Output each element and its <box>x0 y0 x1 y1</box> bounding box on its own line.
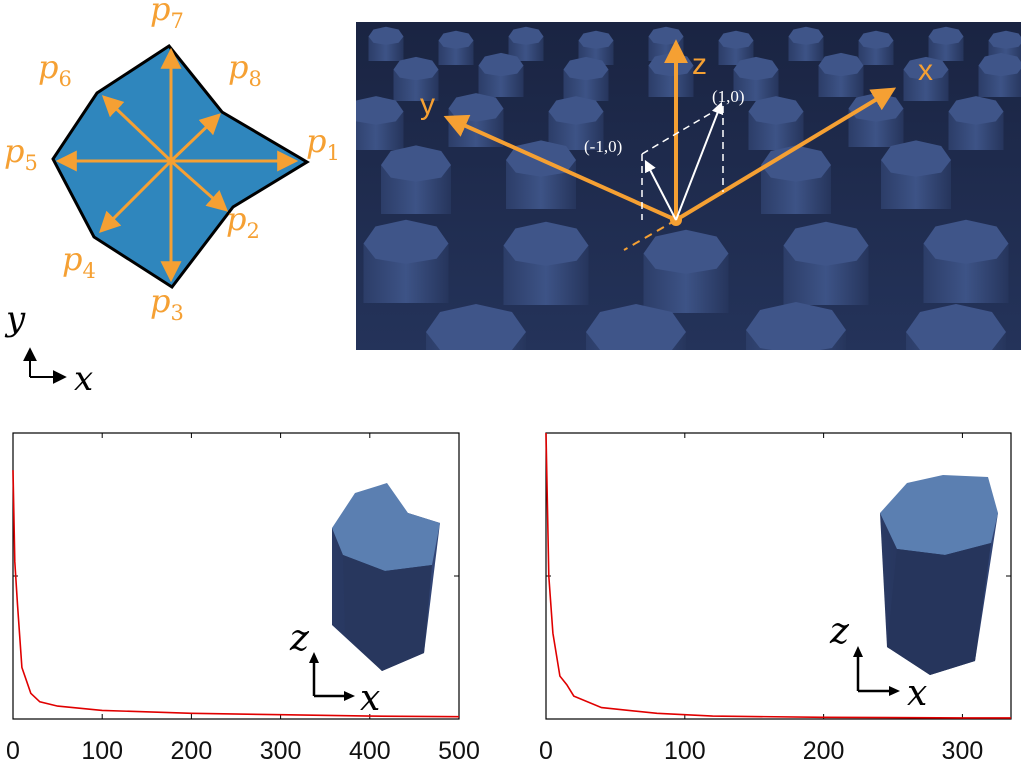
x-tick-label: 0 <box>539 737 553 765</box>
arrow-p2 <box>170 159 229 212</box>
arrow-p6 <box>101 95 173 163</box>
x-tick-label: 0 <box>6 737 20 765</box>
axis-label-z: z <box>692 48 707 81</box>
inset-label-z: z <box>829 611 850 652</box>
coord-label-pos: (1,0) <box>712 87 745 106</box>
label-p1: p1 <box>306 122 340 165</box>
x-tick-label: 100 <box>664 737 706 765</box>
polygon-diagram: p1 p2 p3 p4 p5 p6 p7 p8 y x <box>0 0 340 399</box>
arrow-p4 <box>99 159 173 233</box>
x-ticks: 0 100 200 300 <box>539 433 983 765</box>
scene-svg: z x y (1,0) (-1,0) <box>348 22 1023 402</box>
x-tick-label: 200 <box>803 737 845 765</box>
x-tick-label: 300 <box>942 737 984 765</box>
inset-label-x: x <box>907 673 927 714</box>
x-tick-label: 500 <box>438 737 480 765</box>
chart-svg-right: 0 100 200 300 z x <box>539 432 1012 765</box>
axis-label-y: y <box>4 299 26 339</box>
inset-axes: z x <box>289 618 380 719</box>
curve-chart-left: 0 100 200 300 400 500 z x <box>0 425 500 774</box>
series-line <box>12 470 460 718</box>
label-p3: p3 <box>150 282 184 325</box>
chart-svg-left: 0 100 200 300 400 500 z x <box>6 432 480 765</box>
pillar-scene: z x y (1,0) (-1,0) <box>348 22 1023 402</box>
polygon-shape <box>51 44 310 290</box>
xy-axis-indicator: y x <box>4 299 93 399</box>
axis-label-x: x <box>918 54 933 87</box>
x-tick-label: 400 <box>349 737 391 765</box>
vector-pos <box>675 101 724 221</box>
dashed-connector <box>641 105 724 155</box>
axis-x-arrow <box>674 87 897 222</box>
label-p2: p2 <box>226 200 260 243</box>
coordinate-axes: z x y (1,0) (-1,0) <box>420 39 933 251</box>
inset-label-z: z <box>289 618 310 659</box>
label-p8: p8 <box>228 48 262 91</box>
x-tick-label: 200 <box>171 737 213 765</box>
inset-pillar <box>880 475 998 675</box>
axis-label-y: y <box>420 88 435 121</box>
inset-pillar <box>332 483 440 671</box>
inset-label-x: x <box>360 678 380 719</box>
label-p6: p6 <box>38 48 72 91</box>
axis-y-arrow <box>443 114 677 222</box>
axis-label-x: x <box>74 359 93 395</box>
x-ticks: 0 100 200 300 400 500 <box>6 433 480 765</box>
coord-label-neg: (-1,0) <box>584 137 622 156</box>
x-tick-label: 100 <box>81 737 123 765</box>
inset-axes: z x <box>829 611 927 714</box>
curve-chart-right: 0 100 200 300 z x <box>525 425 1023 774</box>
vector-neg <box>644 159 677 221</box>
x-tick-label: 300 <box>260 737 302 765</box>
direction-arrows <box>55 47 299 283</box>
series-line <box>545 432 1011 719</box>
label-p4: p4 <box>62 240 96 283</box>
label-p5: p5 <box>4 132 38 175</box>
polygon-svg: p1 p2 p3 p4 p5 p6 p7 p8 y x <box>4 0 340 399</box>
label-p7: p7 <box>150 0 184 33</box>
axis-y-negative <box>623 219 677 251</box>
arrow-p8 <box>169 113 222 163</box>
